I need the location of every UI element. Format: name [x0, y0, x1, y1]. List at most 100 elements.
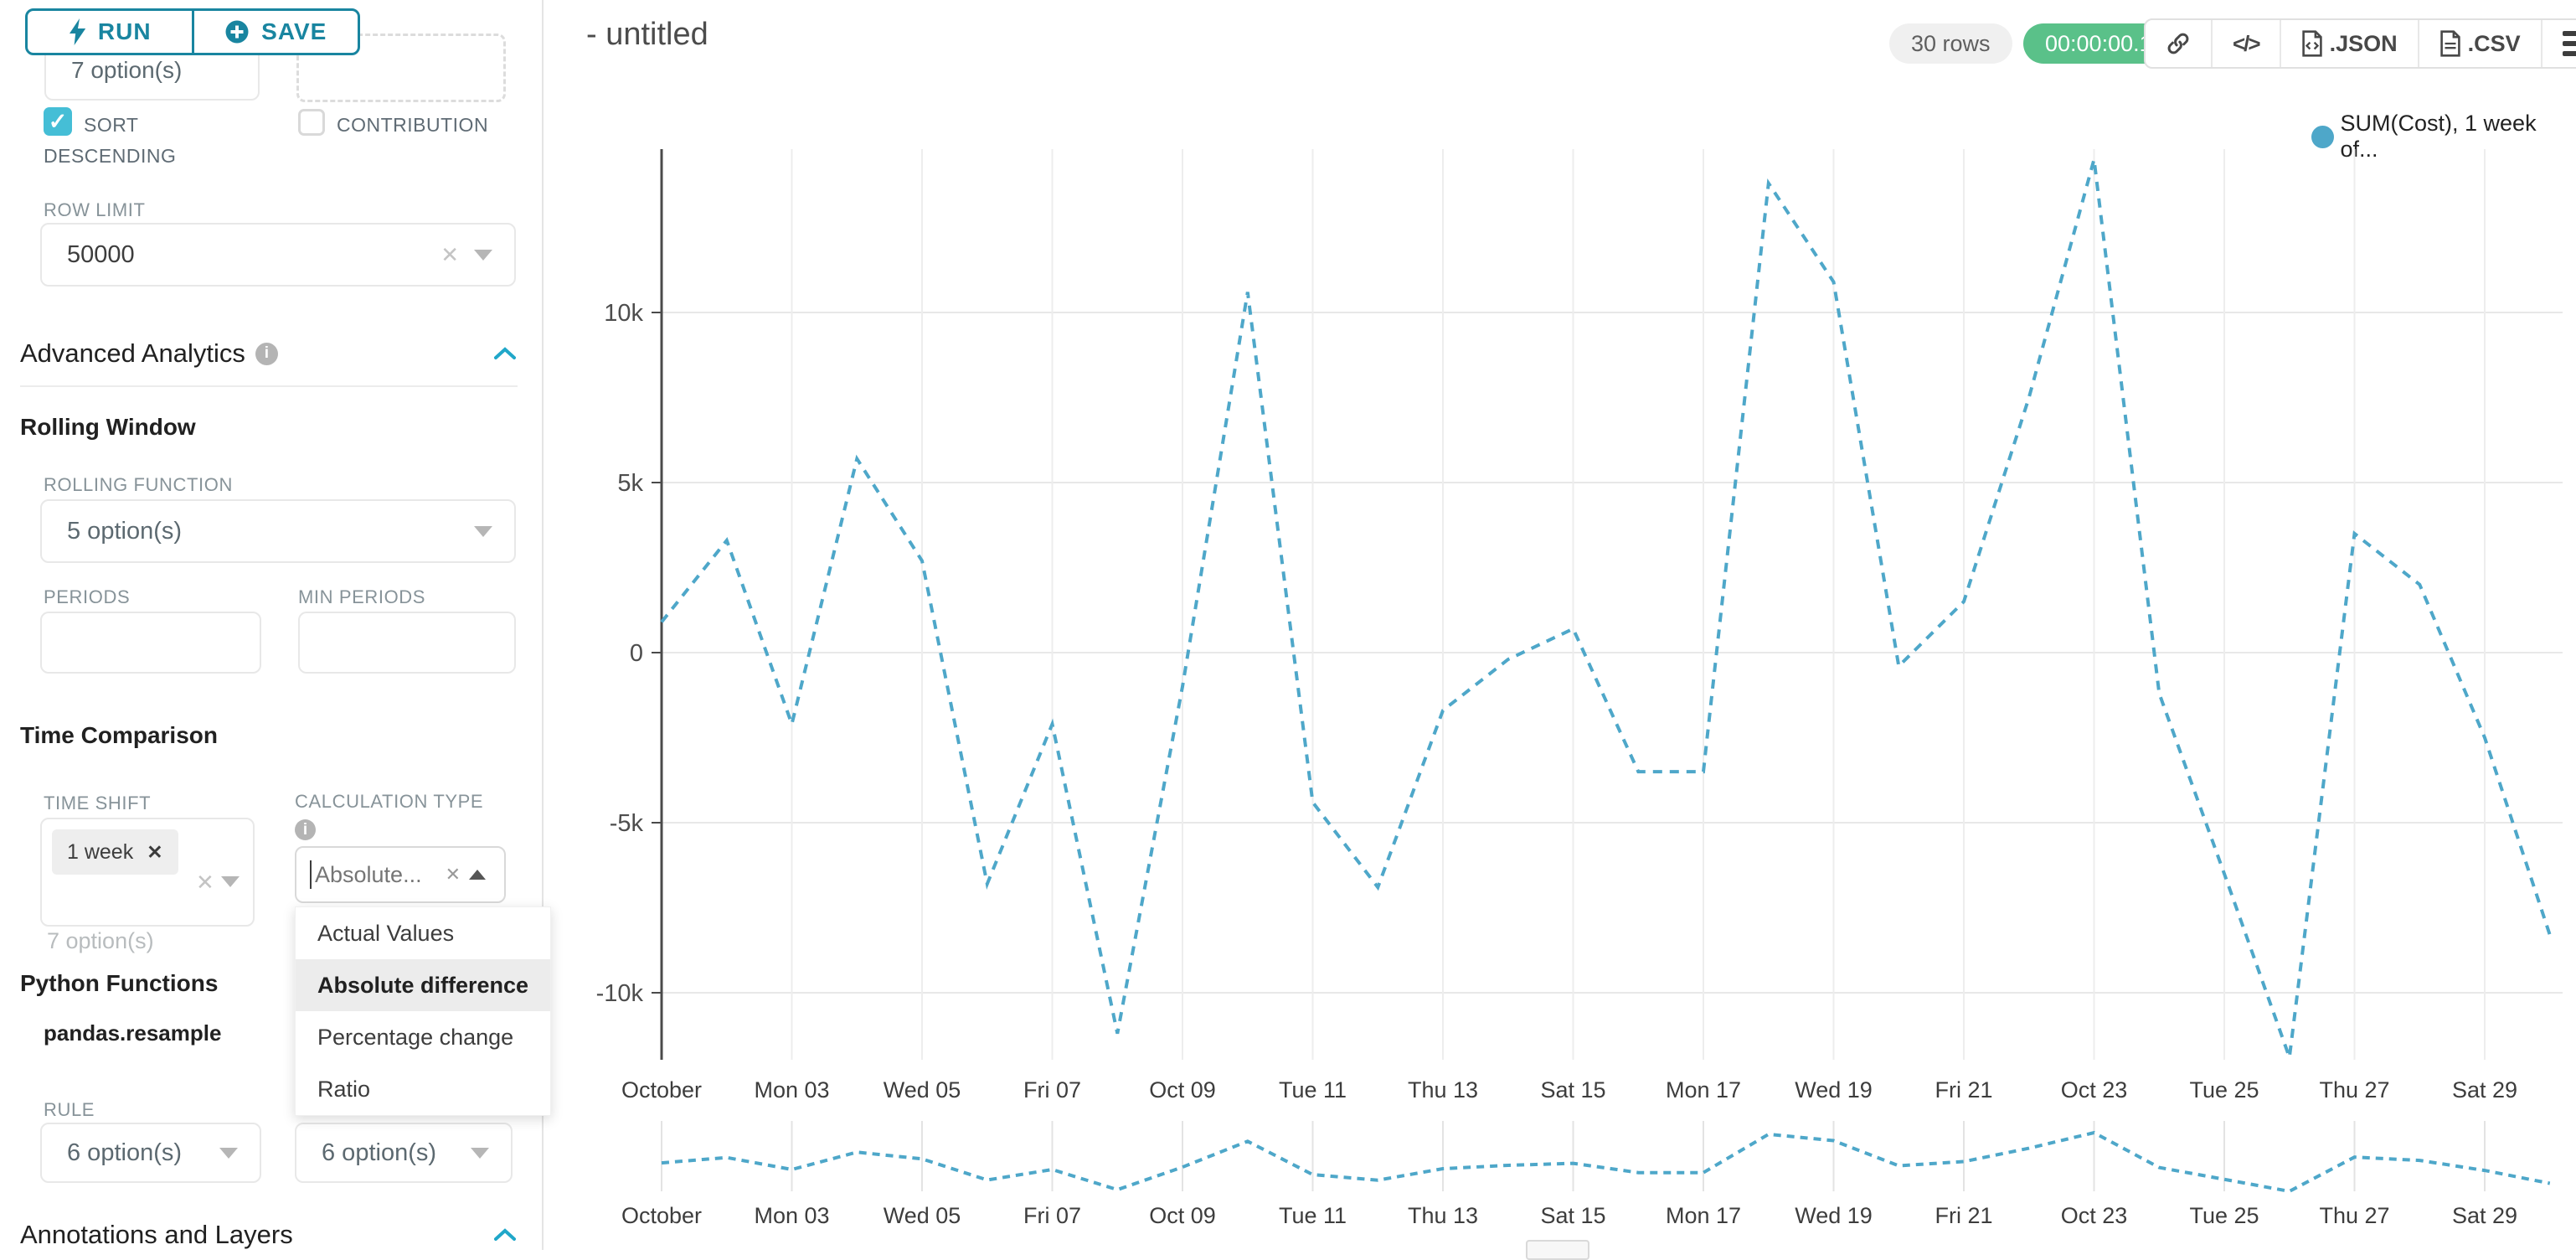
svg-text:0: 0 — [630, 640, 643, 667]
save-button[interactable]: SAVE — [194, 11, 358, 53]
svg-text:Oct 23: Oct 23 — [2061, 1203, 2128, 1228]
chevron-down-icon[interactable] — [471, 1147, 489, 1159]
svg-text:-5k: -5k — [610, 810, 644, 837]
chevron-up-icon[interactable] — [492, 1226, 518, 1243]
svg-text:Wed 19: Wed 19 — [1795, 1077, 1873, 1102]
rule-select[interactable]: 6 option(s) — [40, 1123, 261, 1183]
svg-text:Thu 27: Thu 27 — [2319, 1077, 2389, 1102]
chevron-up-icon[interactable] — [492, 345, 518, 362]
info-icon: i — [255, 342, 278, 365]
clear-icon[interactable]: ✕ — [196, 870, 214, 895]
svg-text:Oct 09: Oct 09 — [1149, 1203, 1216, 1228]
button-divider — [191, 11, 194, 53]
chevron-up-icon[interactable] — [469, 870, 486, 880]
pandas-resample-label: pandas.resample — [44, 1020, 222, 1046]
svg-text:Mon 03: Mon 03 — [754, 1203, 829, 1228]
menu-item-actual-values[interactable]: Actual Values — [296, 907, 550, 959]
run-button[interactable]: RUN — [28, 11, 192, 53]
time-shift-tag-value: 1 week — [67, 839, 134, 864]
svg-text:Wed 05: Wed 05 — [884, 1077, 961, 1102]
time-shift-label: TIME SHIFT — [44, 793, 152, 813]
plus-circle-icon — [225, 20, 249, 44]
contribution-label: CONTRIBUTION — [337, 114, 489, 136]
export-csv-button[interactable]: .CSV — [2419, 20, 2541, 67]
hidden-top-select-value: 7 option(s) — [71, 57, 183, 83]
view-query-button[interactable]: </> — [2213, 20, 2280, 67]
svg-text:Tue 11: Tue 11 — [1279, 1077, 1347, 1102]
svg-text:Thu 27: Thu 27 — [2319, 1203, 2389, 1228]
calculation-type-dropdown-menu: Actual Values Absolute difference Percenta… — [295, 906, 551, 1116]
chart-legend[interactable]: SUM(Cost), 1 week of... — [2311, 111, 2576, 163]
svg-text:Thu 13: Thu 13 — [1408, 1077, 1478, 1102]
svg-text:Fri 21: Fri 21 — [1935, 1077, 1992, 1102]
menu-item-absolute-difference[interactable]: Absolute difference — [296, 959, 550, 1011]
chevron-down-icon[interactable] — [474, 249, 492, 261]
periods-input[interactable] — [40, 612, 261, 674]
periods-label: PERIODS — [44, 586, 131, 607]
svg-text:Sat 15: Sat 15 — [1540, 1203, 1605, 1228]
more-options-button[interactable] — [2543, 20, 2576, 67]
svg-text:Sat 29: Sat 29 — [2452, 1203, 2517, 1228]
svg-text:Tue 11: Tue 11 — [1279, 1203, 1347, 1228]
row-limit-select[interactable]: 50000 ✕ — [40, 223, 516, 287]
mini-brush-chart[interactable] — [661, 1130, 2551, 1194]
annotations-layers-header[interactable]: Annotations and Layers — [20, 1220, 518, 1250]
text-cursor — [310, 860, 312, 889]
button-divider — [2540, 20, 2543, 67]
rolling-function-select[interactable]: 5 option(s) — [40, 499, 516, 563]
run-button-label: RUN — [97, 18, 152, 44]
sort-descending-checkbox[interactable]: ✓ — [44, 107, 72, 136]
rolling-function-label: ROLLING FUNCTION — [44, 474, 233, 495]
calculation-type-label: CALCULATION TYPE — [295, 791, 484, 812]
rule-value: 6 option(s) — [67, 1139, 183, 1166]
drop-target-dashed-box[interactable] — [296, 34, 506, 102]
row-limit-value: 50000 — [67, 240, 135, 268]
svg-text:Mon 17: Mon 17 — [1666, 1077, 1741, 1102]
svg-text:Wed 05: Wed 05 — [884, 1203, 961, 1228]
time-comparison-title: Time Comparison — [20, 722, 218, 748]
export-csv-label: .CSV — [2467, 30, 2521, 56]
svg-text:Tue 25: Tue 25 — [2189, 1077, 2259, 1102]
calculation-type-combobox[interactable]: Absolute... ✕ — [295, 846, 506, 903]
svg-text:October: October — [621, 1077, 702, 1102]
button-divider — [2417, 20, 2419, 67]
svg-text:-10k: -10k — [596, 980, 644, 1007]
rolling-window-title: Rolling Window — [20, 414, 196, 440]
calculation-type-value: Absolute... — [315, 861, 422, 887]
svg-text:Oct 23: Oct 23 — [2061, 1077, 2128, 1102]
chevron-down-icon[interactable] — [219, 1147, 238, 1159]
lightning-icon — [69, 18, 86, 45]
time-shift-tag: 1 week ✕ — [52, 829, 178, 875]
button-divider — [2279, 20, 2281, 67]
share-link-button[interactable] — [2146, 20, 2211, 67]
chevron-down-icon[interactable] — [221, 876, 240, 887]
csv-file-icon — [2439, 30, 2460, 57]
menu-item-ratio[interactable]: Ratio — [296, 1063, 550, 1115]
svg-text:Sat 29: Sat 29 — [2452, 1077, 2517, 1102]
chevron-down-icon[interactable] — [474, 525, 492, 537]
svg-text:5k: 5k — [617, 470, 643, 497]
section-divider — [20, 385, 518, 387]
row-limit-label: ROW LIMIT — [44, 199, 146, 220]
bottom-partial-control[interactable] — [1526, 1240, 1589, 1260]
rolling-function-value: 5 option(s) — [67, 517, 183, 545]
min-periods-input[interactable] — [298, 612, 516, 674]
resample-method-value: 6 option(s) — [322, 1139, 437, 1166]
control-panel: 7 option(s) RUN SAVE ✓ SORT DESCENDING C… — [0, 0, 551, 1250]
svg-text:Fri 07: Fri 07 — [1023, 1203, 1081, 1228]
panel-divider — [542, 0, 544, 1250]
svg-text:10k: 10k — [604, 300, 643, 327]
remove-tag-icon[interactable]: ✕ — [147, 840, 163, 863]
python-functions-title: Python Functions — [20, 970, 219, 996]
clear-icon[interactable]: ✕ — [440, 241, 459, 267]
row-count-badge: 30 rows — [1889, 23, 2012, 64]
resample-method-select[interactable]: 6 option(s) — [295, 1123, 513, 1183]
svg-text:Thu 13: Thu 13 — [1408, 1203, 1478, 1228]
export-json-button[interactable]: .JSON — [2281, 20, 2418, 67]
menu-item-percentage-change[interactable]: Percentage change — [296, 1011, 550, 1063]
contribution-checkbox[interactable] — [298, 109, 325, 136]
svg-text:October: October — [621, 1203, 702, 1228]
clear-icon[interactable]: ✕ — [445, 864, 461, 885]
advanced-analytics-header[interactable]: Advanced Analytics i — [20, 338, 518, 369]
svg-text:Mon 17: Mon 17 — [1666, 1203, 1741, 1228]
